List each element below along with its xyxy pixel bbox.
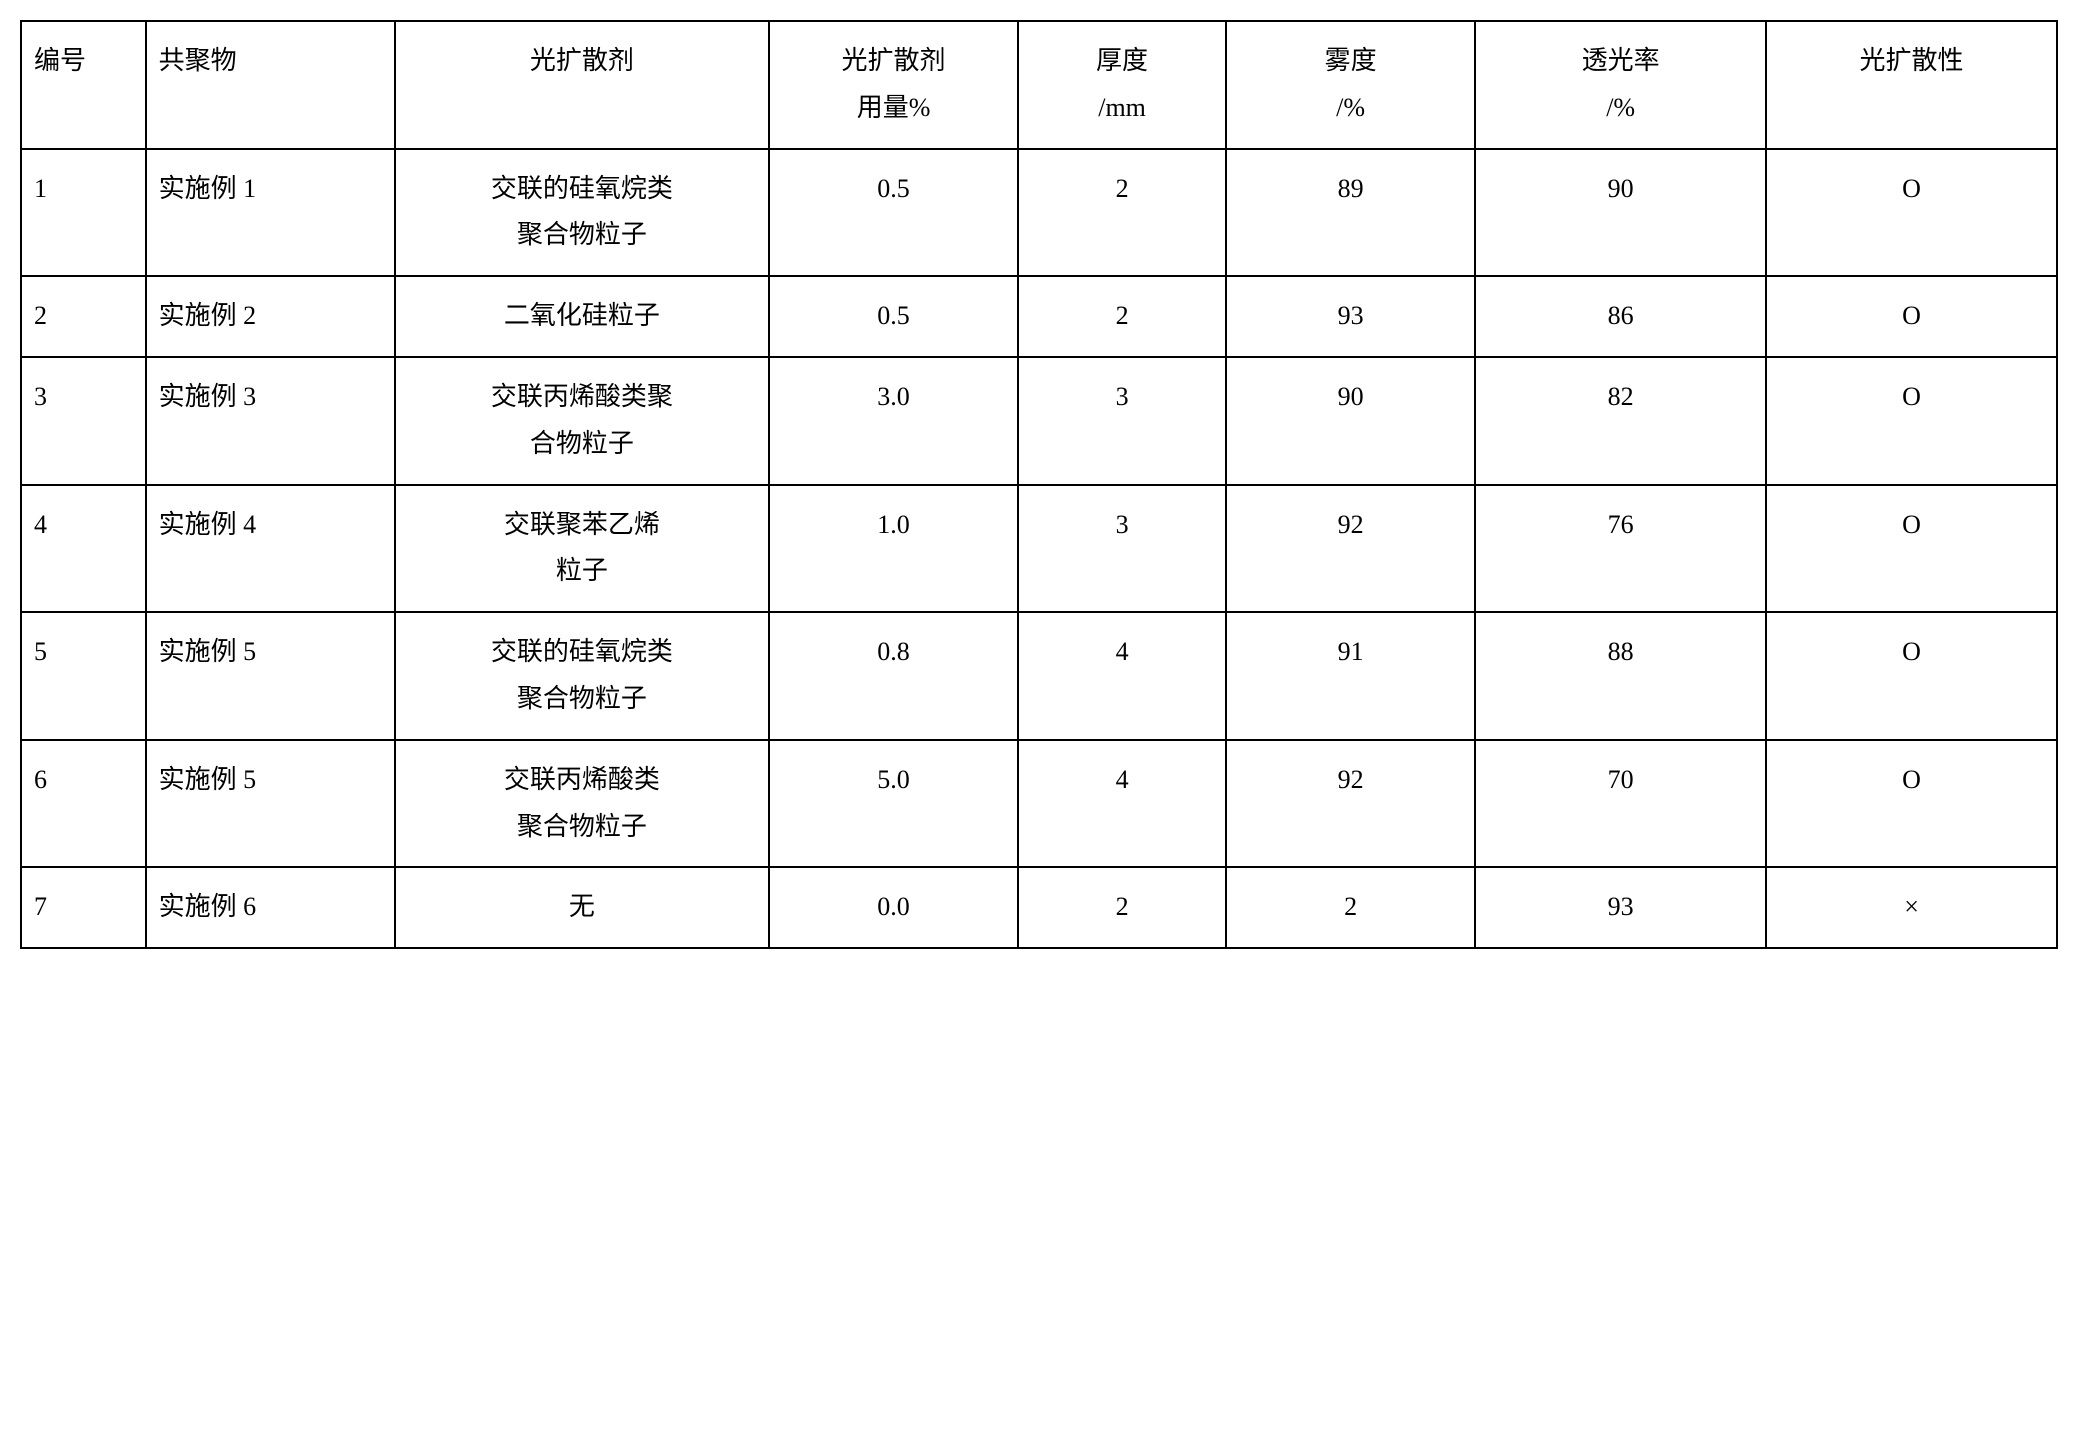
cell-diffusing-agent-line2: 聚合物粒子: [408, 676, 756, 723]
cell-id: 2: [21, 276, 146, 357]
header-haze-line1: 雾度: [1239, 38, 1462, 85]
header-diffusivity-text: 光扩散性: [1779, 38, 2044, 85]
cell-id: 5: [21, 612, 146, 740]
cell-copolymer: 实施例 5: [146, 740, 395, 868]
cell-haze: 91: [1226, 612, 1475, 740]
cell-diffusing-amount: 0.5: [769, 149, 1018, 277]
cell-diffusivity: O: [1766, 485, 2057, 613]
cell-transmittance: 76: [1475, 485, 1766, 613]
cell-haze: 89: [1226, 149, 1475, 277]
cell-diffusivity: O: [1766, 740, 2057, 868]
cell-copolymer: 实施例 2: [146, 276, 395, 357]
data-table: 编号 共聚物 光扩散剂 光扩散剂 用量% 厚度 /mm 雾度 /% 透光率: [20, 20, 2058, 949]
header-thickness-line2: /mm: [1031, 85, 1213, 132]
cell-thickness: 2: [1018, 149, 1226, 277]
cell-haze: 2: [1226, 867, 1475, 948]
header-copolymer-text: 共聚物: [159, 38, 382, 85]
header-thickness-line1: 厚度: [1031, 38, 1213, 85]
cell-transmittance: 86: [1475, 276, 1766, 357]
cell-thickness: 3: [1018, 485, 1226, 613]
cell-diffusing-amount: 3.0: [769, 357, 1018, 485]
cell-diffusing-amount: 5.0: [769, 740, 1018, 868]
cell-thickness: 4: [1018, 612, 1226, 740]
header-id: 编号: [21, 21, 146, 149]
cell-diffusing-agent-line1: 无: [408, 884, 756, 931]
cell-transmittance: 90: [1475, 149, 1766, 277]
cell-diffusivity: O: [1766, 149, 2057, 277]
cell-diffusing-agent: 交联的硅氧烷类聚合物粒子: [395, 612, 769, 740]
header-diffusing-amount-line2: 用量%: [782, 85, 1005, 132]
table-header: 编号 共聚物 光扩散剂 光扩散剂 用量% 厚度 /mm 雾度 /% 透光率: [21, 21, 2057, 149]
table-row: 1实施例 1交联的硅氧烷类聚合物粒子0.528990O: [21, 149, 2057, 277]
cell-transmittance: 93: [1475, 867, 1766, 948]
header-diffusing-amount-line1: 光扩散剂: [782, 38, 1005, 85]
header-haze-line2: /%: [1239, 85, 1462, 132]
cell-id: 7: [21, 867, 146, 948]
cell-id: 6: [21, 740, 146, 868]
cell-haze: 93: [1226, 276, 1475, 357]
cell-copolymer: 实施例 5: [146, 612, 395, 740]
cell-diffusivity: O: [1766, 612, 2057, 740]
cell-transmittance: 88: [1475, 612, 1766, 740]
cell-diffusing-agent-line1: 交联的硅氧烷类: [408, 629, 756, 676]
cell-diffusivity: O: [1766, 357, 2057, 485]
cell-diffusing-agent-line1: 交联丙烯酸类聚: [408, 374, 756, 421]
cell-copolymer: 实施例 1: [146, 149, 395, 277]
header-transmittance-line1: 透光率: [1488, 38, 1753, 85]
cell-diffusing-agent: 无: [395, 867, 769, 948]
cell-haze: 92: [1226, 485, 1475, 613]
table-row: 6实施例 5交联丙烯酸类聚合物粒子5.049270O: [21, 740, 2057, 868]
cell-diffusing-agent: 交联丙烯酸类聚合物粒子: [395, 740, 769, 868]
header-haze: 雾度 /%: [1226, 21, 1475, 149]
cell-diffusing-agent-line1: 交联的硅氧烷类: [408, 166, 756, 213]
cell-thickness: 4: [1018, 740, 1226, 868]
header-transmittance: 透光率 /%: [1475, 21, 1766, 149]
cell-diffusing-agent-line1: 交联丙烯酸类: [408, 757, 756, 804]
cell-thickness: 2: [1018, 276, 1226, 357]
cell-diffusing-agent-line1: 二氧化硅粒子: [408, 293, 756, 340]
cell-copolymer: 实施例 3: [146, 357, 395, 485]
table-body: 1实施例 1交联的硅氧烷类聚合物粒子0.528990O2实施例 2二氧化硅粒子0…: [21, 149, 2057, 949]
table-row: 4实施例 4交联聚苯乙烯粒子1.039276O: [21, 485, 2057, 613]
cell-transmittance: 82: [1475, 357, 1766, 485]
cell-diffusing-amount: 1.0: [769, 485, 1018, 613]
header-row: 编号 共聚物 光扩散剂 光扩散剂 用量% 厚度 /mm 雾度 /% 透光率: [21, 21, 2057, 149]
table-row: 5实施例 5交联的硅氧烷类聚合物粒子0.849188O: [21, 612, 2057, 740]
cell-diffusing-agent-line2: 聚合物粒子: [408, 212, 756, 259]
cell-diffusing-amount: 0.0: [769, 867, 1018, 948]
cell-transmittance: 70: [1475, 740, 1766, 868]
cell-id: 3: [21, 357, 146, 485]
cell-diffusivity: O: [1766, 276, 2057, 357]
cell-diffusing-agent: 交联聚苯乙烯粒子: [395, 485, 769, 613]
header-diffusing-agent-text: 光扩散剂: [408, 38, 756, 85]
table-row: 7实施例 6无0.02293×: [21, 867, 2057, 948]
cell-diffusing-agent-line2: 合物粒子: [408, 421, 756, 468]
cell-id: 4: [21, 485, 146, 613]
cell-diffusing-agent: 交联的硅氧烷类聚合物粒子: [395, 149, 769, 277]
table-row: 2实施例 2二氧化硅粒子0.529386O: [21, 276, 2057, 357]
header-diffusivity: 光扩散性: [1766, 21, 2057, 149]
cell-diffusivity: ×: [1766, 867, 2057, 948]
header-diffusing-amount: 光扩散剂 用量%: [769, 21, 1018, 149]
cell-copolymer: 实施例 6: [146, 867, 395, 948]
table-row: 3实施例 3交联丙烯酸类聚合物粒子3.039082O: [21, 357, 2057, 485]
header-id-text: 编号: [34, 38, 133, 85]
header-transmittance-line2: /%: [1488, 85, 1753, 132]
cell-thickness: 3: [1018, 357, 1226, 485]
header-copolymer: 共聚物: [146, 21, 395, 149]
cell-haze: 92: [1226, 740, 1475, 868]
cell-diffusing-agent-line2: 聚合物粒子: [408, 804, 756, 851]
cell-diffusing-agent: 交联丙烯酸类聚合物粒子: [395, 357, 769, 485]
cell-thickness: 2: [1018, 867, 1226, 948]
cell-diffusing-agent: 二氧化硅粒子: [395, 276, 769, 357]
cell-copolymer: 实施例 4: [146, 485, 395, 613]
header-thickness: 厚度 /mm: [1018, 21, 1226, 149]
cell-id: 1: [21, 149, 146, 277]
cell-diffusing-amount: 0.8: [769, 612, 1018, 740]
cell-diffusing-agent-line2: 粒子: [408, 548, 756, 595]
cell-haze: 90: [1226, 357, 1475, 485]
cell-diffusing-amount: 0.5: [769, 276, 1018, 357]
header-diffusing-agent: 光扩散剂: [395, 21, 769, 149]
cell-diffusing-agent-line1: 交联聚苯乙烯: [408, 502, 756, 549]
